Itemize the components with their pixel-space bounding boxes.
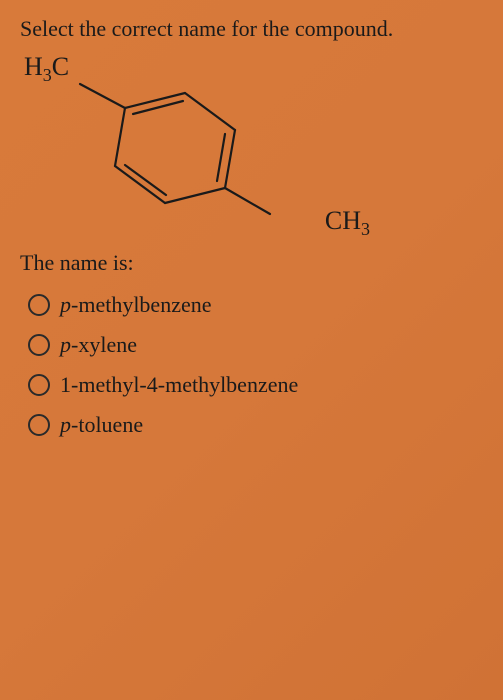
option-3[interactable]: p-toluene — [28, 412, 483, 438]
option-1[interactable]: p-xylene — [28, 332, 483, 358]
chemical-structure: CH3 — [70, 58, 350, 238]
radio-icon — [28, 374, 50, 396]
options-group: p-methylbenzene p-xylene 1-methyl-4-meth… — [28, 292, 483, 438]
option-label: 1-methyl-4-methylbenzene — [60, 372, 298, 398]
radio-icon — [28, 414, 50, 436]
radio-icon — [28, 334, 50, 356]
option-label: p-toluene — [60, 412, 143, 438]
option-label: p-methylbenzene — [60, 292, 212, 318]
radio-icon — [28, 294, 50, 316]
formula-ch3: CH3 — [325, 206, 370, 240]
option-2[interactable]: 1-methyl-4-methylbenzene — [28, 372, 483, 398]
prompt-label: The name is: — [20, 250, 483, 276]
question-text: Select the correct name for the compound… — [20, 16, 483, 42]
option-0[interactable]: p-methylbenzene — [28, 292, 483, 318]
option-label: p-xylene — [60, 332, 137, 358]
